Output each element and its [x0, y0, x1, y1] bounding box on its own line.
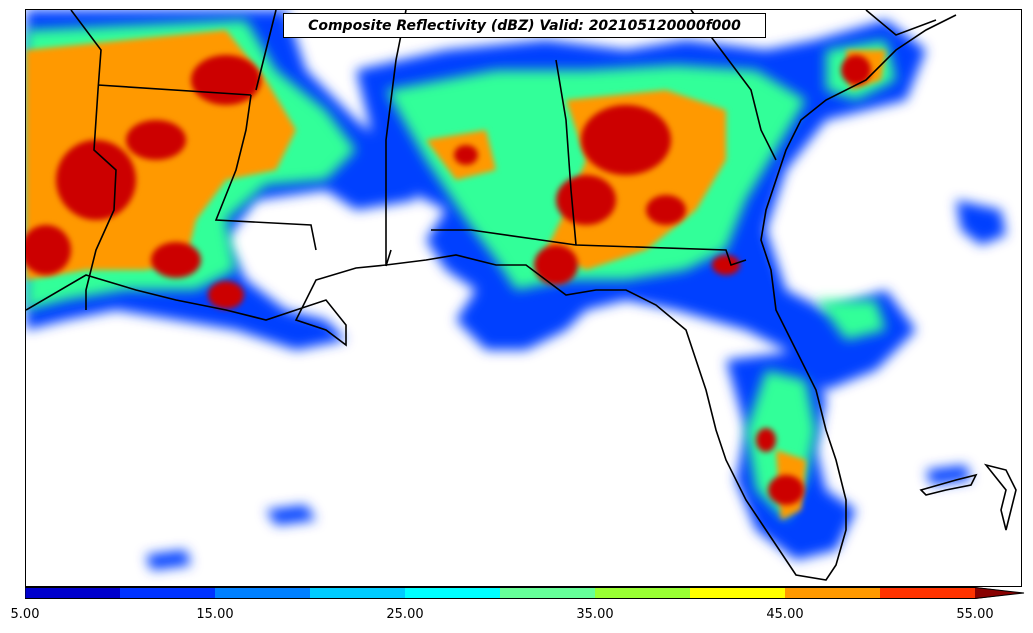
colorbar-bin-4: [405, 587, 500, 599]
colorbar-tick-label: 35.00: [576, 607, 614, 622]
geographic-lines: [26, 10, 1017, 581]
colorbar-tick-label: 55.00: [956, 607, 994, 622]
colorbar-tick-label: 5.00: [10, 607, 40, 622]
colorbar-extend-arrow: [975, 587, 1024, 599]
colorbar-bin-6: [595, 587, 690, 599]
colorbar-bin-8: [785, 587, 880, 599]
colorbar-bin-0: [25, 587, 120, 599]
colorbar-tick-label: 45.00: [766, 607, 804, 622]
colorbar-bin-3: [310, 587, 405, 599]
colorbar-bin-2: [215, 587, 310, 599]
island-cuba: [919, 473, 978, 496]
coastline: [26, 14, 957, 581]
island-bahamas: [983, 463, 1017, 531]
radar-map: [25, 9, 1022, 587]
echo-layer-severe: [26, 55, 871, 505]
colorbar-bin-5: [500, 587, 595, 599]
state-borders: [70, 10, 937, 310]
reflectivity-field: [26, 10, 1017, 581]
colorbar-bin-9: [880, 587, 975, 599]
colorbar-bin-7: [690, 587, 785, 599]
map-title: Composite Reflectivity (dBZ) Valid: 2021…: [283, 13, 766, 38]
colorbar-tick-label: 15.00: [196, 607, 234, 622]
colorbar-tick-label: 25.00: [386, 607, 424, 622]
colorbar-bin-1: [120, 587, 215, 599]
colorbar: [25, 587, 1025, 599]
